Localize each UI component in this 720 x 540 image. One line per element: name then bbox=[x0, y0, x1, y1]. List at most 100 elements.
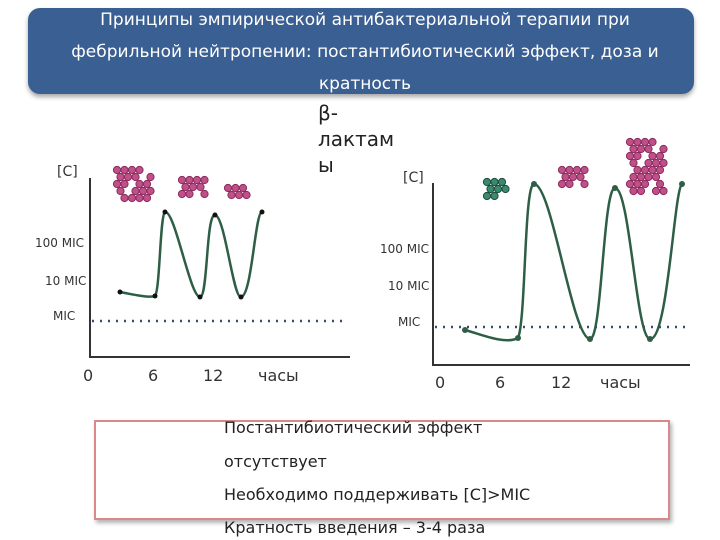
curve-dot bbox=[117, 289, 123, 295]
x-label: 6 bbox=[495, 373, 506, 392]
bacterium bbox=[629, 144, 638, 154]
bacterium bbox=[131, 172, 140, 182]
curve-dot bbox=[259, 209, 265, 215]
bacterium bbox=[482, 191, 492, 201]
bacterium bbox=[648, 165, 657, 175]
x-label: 0 bbox=[83, 366, 94, 385]
y-axis-label: [C] bbox=[403, 170, 424, 186]
x-label: 0 bbox=[435, 373, 446, 392]
bacterium bbox=[580, 165, 589, 175]
note-line: отсутствует bbox=[224, 452, 327, 471]
curve-dot bbox=[587, 336, 593, 342]
note-line: Кратность введения – 3-4 раза bbox=[224, 518, 486, 537]
x-label: 12 bbox=[203, 366, 224, 385]
bacterium bbox=[192, 175, 202, 185]
bacterium bbox=[659, 186, 668, 196]
curve-dot bbox=[515, 335, 521, 341]
bacterium bbox=[223, 183, 233, 193]
x-label: 6 bbox=[148, 366, 159, 385]
y-label: 10 MIC bbox=[388, 279, 430, 293]
bacterium bbox=[185, 175, 194, 185]
bacterium bbox=[640, 137, 650, 147]
bacterium bbox=[112, 165, 122, 175]
y-label: 100 MIC bbox=[380, 242, 429, 256]
bacterium bbox=[655, 151, 665, 161]
bacterium bbox=[493, 184, 503, 194]
bacterium bbox=[629, 172, 638, 182]
bacterium bbox=[655, 165, 665, 175]
curve-dot bbox=[679, 181, 685, 187]
curve-dot bbox=[647, 336, 653, 342]
concentration-curve bbox=[464, 182, 684, 342]
bacterium bbox=[135, 165, 144, 175]
bacterium bbox=[640, 165, 650, 175]
curve-dot bbox=[162, 209, 168, 215]
axes bbox=[89, 178, 690, 366]
bacterium bbox=[142, 179, 152, 189]
bacterium bbox=[116, 172, 125, 182]
bacterium bbox=[565, 165, 574, 175]
bacterium bbox=[655, 179, 665, 189]
bacterium bbox=[640, 179, 650, 189]
curve-dot bbox=[152, 293, 158, 299]
bacterium bbox=[123, 172, 133, 182]
concentration-curve bbox=[119, 210, 264, 299]
bacterium bbox=[648, 137, 657, 147]
bacterium bbox=[177, 189, 187, 199]
y-axis-label: [C] bbox=[57, 164, 78, 180]
bacterium bbox=[568, 172, 578, 182]
bacterium bbox=[177, 175, 187, 185]
note-box bbox=[94, 420, 670, 520]
bacterium bbox=[644, 158, 653, 168]
bacterium bbox=[625, 137, 635, 147]
bacterium bbox=[633, 137, 642, 147]
bacterium bbox=[561, 172, 570, 182]
bacterium bbox=[486, 184, 495, 194]
bacterium bbox=[112, 179, 122, 189]
bacterium bbox=[633, 151, 642, 161]
bacterium bbox=[135, 193, 144, 203]
x-label: 12 bbox=[551, 373, 572, 392]
bacterium bbox=[636, 144, 646, 154]
bacterium bbox=[120, 165, 129, 175]
bacterium bbox=[629, 186, 638, 196]
bacterium bbox=[572, 165, 582, 175]
bacterium bbox=[146, 186, 155, 196]
bacterium bbox=[127, 165, 137, 175]
x-axis-label: часы bbox=[258, 366, 299, 385]
y-label: MIC bbox=[398, 315, 421, 329]
bacterium bbox=[138, 186, 148, 196]
curve-dot bbox=[462, 327, 468, 333]
bacterium bbox=[196, 182, 205, 192]
bacterium bbox=[576, 172, 585, 182]
bacterium bbox=[482, 177, 492, 187]
bacterium bbox=[625, 151, 635, 161]
bacterium bbox=[200, 189, 209, 199]
bacterium bbox=[648, 151, 657, 161]
subtitle: β-лактамы bbox=[318, 101, 395, 177]
curve-dot bbox=[212, 212, 218, 218]
bacterium bbox=[651, 186, 661, 196]
bacterium bbox=[135, 179, 144, 189]
bacterium bbox=[490, 177, 499, 187]
bacterium bbox=[242, 190, 251, 200]
bacterium bbox=[636, 172, 646, 182]
bacterium bbox=[580, 179, 589, 189]
bacterium bbox=[651, 158, 661, 168]
title: Принципы эмпирической антибактериальной … bbox=[71, 10, 659, 94]
y-label: 100 MIC bbox=[35, 236, 84, 250]
bacterium bbox=[120, 179, 129, 189]
bacterium bbox=[200, 175, 209, 185]
bacterium bbox=[501, 184, 510, 194]
bacterium bbox=[659, 144, 668, 154]
curve-dot bbox=[238, 294, 244, 300]
bacterium bbox=[625, 179, 635, 189]
bacterium bbox=[633, 165, 642, 175]
bacterium bbox=[120, 193, 129, 203]
bacterium bbox=[633, 179, 642, 189]
bacterium bbox=[181, 182, 190, 192]
bacterium bbox=[238, 183, 248, 193]
bacterium bbox=[651, 172, 661, 182]
